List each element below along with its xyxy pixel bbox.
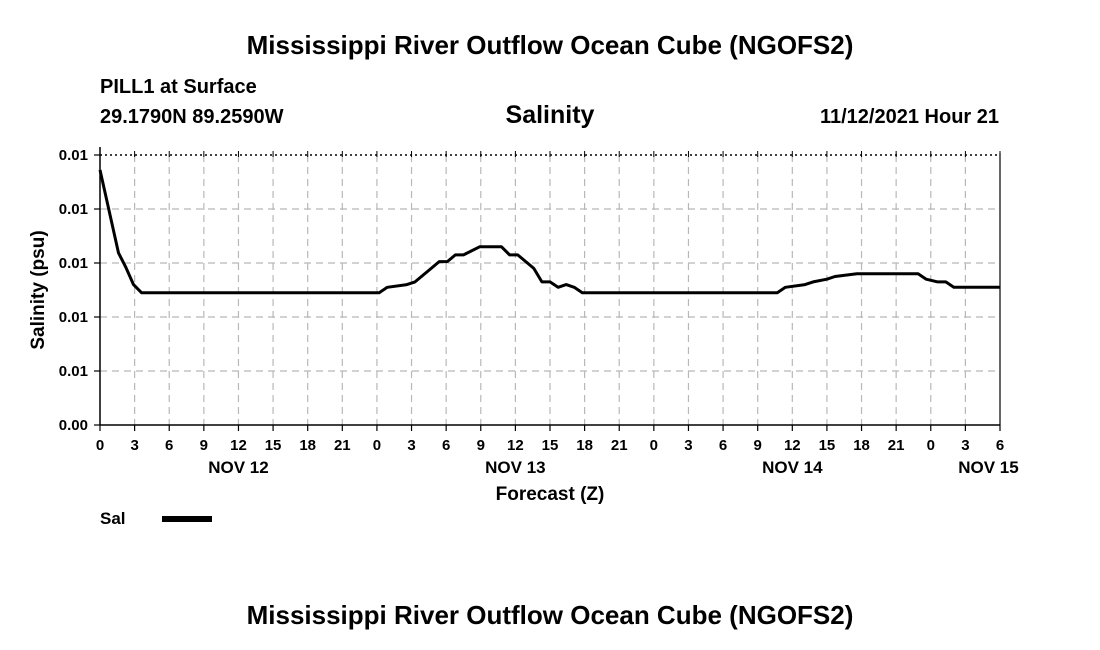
station-label: PILL1 at Surface xyxy=(100,76,257,98)
footer-title: Mississippi River Outflow Ocean Cube (NG… xyxy=(246,600,854,630)
series-line-sal xyxy=(98,169,1000,295)
x-tick-label: 18 xyxy=(853,437,870,454)
y-tick-label: 0.00 xyxy=(59,417,88,434)
x-tick-label: 0 xyxy=(96,437,104,454)
x-tick-label: 9 xyxy=(200,437,208,454)
x-tick-label: 21 xyxy=(611,437,628,454)
chart-subtitle: Salinity xyxy=(505,101,595,129)
y-tick-label: 0.01 xyxy=(59,309,88,326)
x-tick-label: 6 xyxy=(442,437,450,454)
forecast-datetime: 11/12/2021 Hour 21 xyxy=(819,106,999,128)
x-date-label: NOV 14 xyxy=(762,458,823,477)
x-tick-label: 3 xyxy=(130,437,138,454)
y-tick-label: 0.01 xyxy=(59,147,88,164)
x-tick-label: 9 xyxy=(754,437,762,454)
x-date-label: NOV 15 xyxy=(958,458,1018,477)
x-tick-label: 6 xyxy=(996,437,1004,454)
coordinates-label: 29.1790N 89.2590W xyxy=(100,106,284,128)
x-tick-label: 3 xyxy=(961,437,969,454)
y-tick-label: 0.01 xyxy=(59,255,88,272)
x-tick-label: 6 xyxy=(165,437,173,454)
x-tick-label: 15 xyxy=(819,437,836,454)
x-tick-label: 12 xyxy=(507,437,524,454)
x-tick-label: 15 xyxy=(542,437,559,454)
x-tick-label: 21 xyxy=(334,437,351,454)
y-tick-label: 0.01 xyxy=(59,363,88,380)
x-tick-label: 0 xyxy=(927,437,935,454)
y-tick-label: 0.01 xyxy=(59,201,88,218)
chart-main-title: Mississippi River Outflow Ocean Cube (NG… xyxy=(246,30,854,60)
x-date-label: NOV 13 xyxy=(485,458,545,477)
x-tick-label: 18 xyxy=(299,437,316,454)
x-tick-label: 0 xyxy=(373,437,381,454)
x-tick-label: 3 xyxy=(407,437,415,454)
y-axis-title: Salinity (psu) xyxy=(28,230,49,349)
x-tick-label: 12 xyxy=(784,437,801,454)
x-tick-label: 18 xyxy=(576,437,593,454)
x-axis-title: Forecast (Z) xyxy=(496,484,605,505)
x-tick-label: 3 xyxy=(684,437,692,454)
x-tick-label: 9 xyxy=(477,437,485,454)
x-tick-label: 12 xyxy=(230,437,247,454)
legend-label: Sal xyxy=(100,509,126,528)
x-tick-label: 21 xyxy=(888,437,905,454)
x-tick-label: 6 xyxy=(719,437,727,454)
x-date-label: NOV 12 xyxy=(208,458,268,477)
x-tick-label: 15 xyxy=(265,437,282,454)
legend-line-swatch xyxy=(162,516,212,522)
x-tick-label: 0 xyxy=(650,437,658,454)
